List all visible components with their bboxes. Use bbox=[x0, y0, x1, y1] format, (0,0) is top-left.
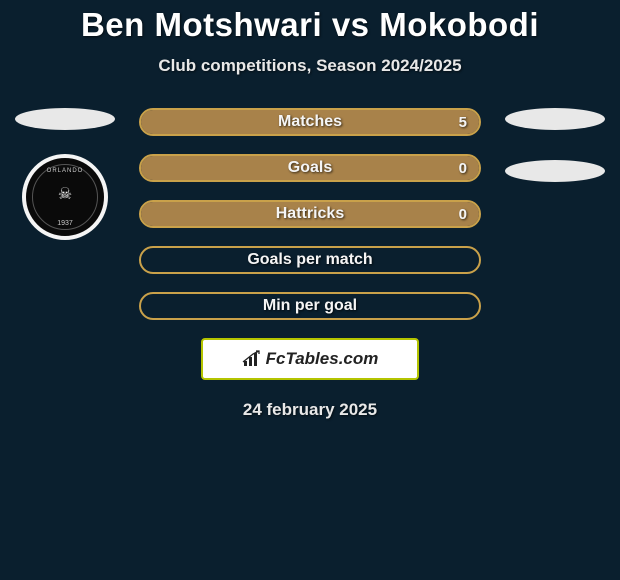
stat-right-value: 0 bbox=[459, 206, 467, 223]
stat-row: Matches 5 bbox=[139, 108, 481, 136]
stat-right-value: 5 bbox=[459, 114, 467, 131]
right-shadow-ellipse-1 bbox=[505, 108, 605, 130]
stat-label: Hattricks bbox=[276, 205, 344, 223]
right-player-column bbox=[500, 108, 610, 182]
badge-year: 1937 bbox=[57, 220, 73, 227]
stat-rows: Matches 5 Goals 0 Hattricks 0 Goals per match M… bbox=[139, 108, 481, 320]
stat-label: Matches bbox=[278, 113, 342, 131]
stat-label: Goals bbox=[288, 159, 332, 177]
badge-top-text: ORLANDO bbox=[47, 168, 84, 174]
stat-label: Goals per match bbox=[247, 251, 372, 269]
left-player-column: ORLANDO ☠ 1937 bbox=[10, 108, 120, 240]
date-text: 24 february 2025 bbox=[0, 400, 620, 420]
infographic-container: Ben Motshwari vs Mokobodi Club competiti… bbox=[0, 0, 620, 420]
stat-row: Goals 0 bbox=[139, 154, 481, 182]
stat-row: Goals per match bbox=[139, 246, 481, 274]
stat-label: Min per goal bbox=[263, 297, 357, 315]
stat-row: Min per goal bbox=[139, 292, 481, 320]
stat-right-value: 0 bbox=[459, 160, 467, 177]
right-shadow-ellipse-2 bbox=[505, 160, 605, 182]
subtitle: Club competitions, Season 2024/2025 bbox=[0, 56, 620, 76]
skull-crossbones-icon: ☠ bbox=[58, 184, 72, 204]
bar-chart-icon bbox=[242, 350, 264, 368]
left-club-badge: ORLANDO ☠ 1937 bbox=[22, 154, 108, 240]
page-title: Ben Motshwari vs Mokobodi bbox=[0, 6, 620, 44]
stat-row: Hattricks 0 bbox=[139, 200, 481, 228]
brand-box[interactable]: FcTables.com bbox=[201, 338, 419, 380]
left-shadow-ellipse bbox=[15, 108, 115, 130]
main-area: ORLANDO ☠ 1937 Matches5Goals0Hattricks0G… bbox=[0, 108, 620, 420]
brand-text: FcTables.com bbox=[266, 349, 379, 369]
